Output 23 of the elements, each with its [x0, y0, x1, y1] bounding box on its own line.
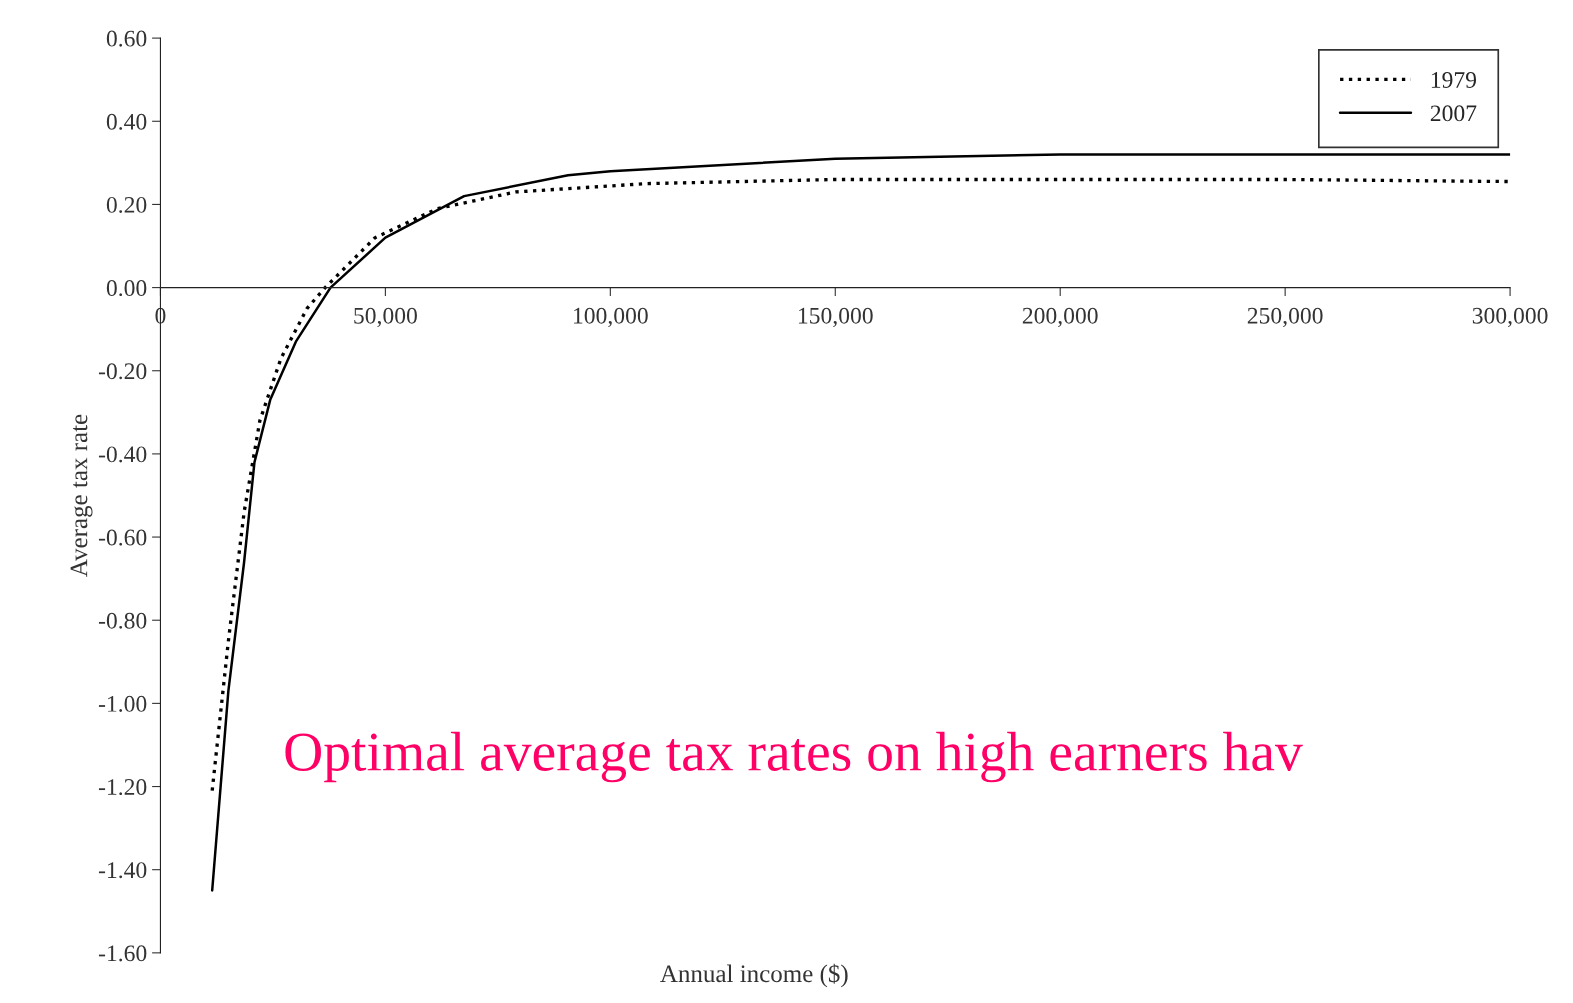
x-tick-label: 50,000 [354, 307, 417, 328]
y-tick-label: -1.60 [98, 945, 147, 962]
annotation: Optimal average tax rates on high earners hav [285, 731, 1303, 783]
x-tick-label: 250,000 [1247, 307, 1323, 328]
legend-label: 1979 [1431, 72, 1477, 88]
x-axis-title: Annual income ($) [660, 963, 848, 988]
y-tick-label: 0.00 [106, 280, 147, 297]
y-tick-label: -1.40 [98, 862, 147, 879]
y-tick-label: 0.40 [106, 113, 147, 130]
y-tick-label: -0.60 [98, 529, 147, 546]
y-tick-label: -1.00 [98, 695, 147, 712]
x-tick-label: 300,000 [1472, 307, 1548, 328]
x-tick-label: 100,000 [574, 307, 648, 328]
y-tick-label: 0.20 [106, 196, 147, 213]
y-tick-label: -1.20 [98, 779, 147, 796]
y-tick-label: 0.60 [106, 30, 147, 47]
legend-label: 2007 [1430, 105, 1477, 122]
y-tick-label: -0.80 [98, 612, 147, 629]
y-tick-label: -0.40 [98, 446, 147, 463]
x-tick-label: 200,000 [1022, 307, 1098, 328]
x-tick-label: 150,000 [798, 307, 873, 328]
y-axis-title: Average tax rate [70, 414, 93, 577]
y-tick-label: -0.20 [98, 363, 147, 380]
